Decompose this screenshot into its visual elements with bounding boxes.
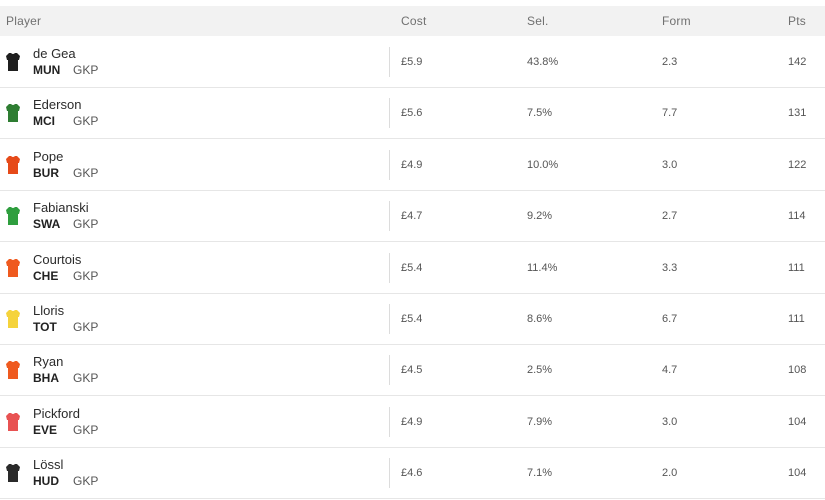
team-code: MUN xyxy=(33,63,61,77)
cost-value: £5.9 xyxy=(401,56,423,68)
player-name[interactable]: Fabianski xyxy=(33,200,89,216)
shirt-icon xyxy=(6,361,20,380)
table-row[interactable]: Lloris TOT GKP £5.4 8.6% 6.7 111 xyxy=(0,294,825,345)
cost-value: £5.4 xyxy=(401,313,423,325)
cost-value: £4.9 xyxy=(401,158,423,171)
points-value: 108 xyxy=(788,364,807,377)
shirt-icon xyxy=(6,464,20,483)
player-name[interactable]: Lössl xyxy=(33,457,64,473)
player-name[interactable]: de Gea xyxy=(33,46,76,61)
table-row[interactable]: Fabianski SWA GKP £4.7 9.2% 2.7 114 xyxy=(0,191,825,243)
points-value: 114 xyxy=(788,210,806,223)
position-label: GKP xyxy=(73,268,99,283)
header-points[interactable]: Pts xyxy=(788,14,806,28)
shirt-icon xyxy=(6,258,20,277)
team-code: EVE xyxy=(33,422,58,437)
selected-value: 2.5% xyxy=(527,364,553,377)
form-value: 2.3 xyxy=(662,56,678,68)
form-value: 6.7 xyxy=(662,313,678,325)
selected-value: 11.4% xyxy=(527,261,558,274)
position-label: GKP xyxy=(73,165,99,180)
column-divider xyxy=(389,98,390,129)
form-value: 3.0 xyxy=(662,158,678,171)
form-value: 3.3 xyxy=(662,261,678,274)
player-name[interactable]: Courtois xyxy=(33,251,82,267)
cost-value: £4.6 xyxy=(401,467,423,480)
points-value: 104 xyxy=(788,467,807,480)
player-name[interactable]: Ederson xyxy=(33,97,82,113)
team-code: TOT xyxy=(33,320,57,334)
table-row[interactable]: Pickford EVE GKP £4.9 7.9% 3.0 104 xyxy=(0,397,825,448)
position-label: GKP xyxy=(73,474,99,489)
column-divider xyxy=(389,406,390,437)
points-value: 111 xyxy=(788,313,805,325)
shirt-icon xyxy=(6,53,20,71)
points-value: 104 xyxy=(788,415,807,428)
player-name[interactable]: Lloris xyxy=(33,303,65,318)
header-cost[interactable]: Cost xyxy=(401,14,427,28)
selected-value: 10.0% xyxy=(527,158,559,171)
cost-value: £5.6 xyxy=(401,107,423,120)
form-value: 2.7 xyxy=(662,210,678,223)
shirt-icon xyxy=(6,310,20,328)
selected-value: 8.6% xyxy=(527,313,553,325)
column-divider xyxy=(389,304,390,334)
shirt-icon xyxy=(6,412,20,431)
column-divider xyxy=(389,149,390,180)
form-value: 2.0 xyxy=(662,467,678,480)
header-player[interactable]: Player xyxy=(6,14,42,28)
column-divider xyxy=(389,201,390,232)
cost-value: £4.7 xyxy=(401,210,423,223)
header-form[interactable]: Form xyxy=(662,14,691,28)
column-divider xyxy=(389,458,390,489)
team-code: CHE xyxy=(33,268,59,283)
cost-value: £5.4 xyxy=(401,261,423,274)
cost-value: £4.9 xyxy=(401,415,423,428)
selected-value: 7.5% xyxy=(527,107,553,120)
team-code: BHA xyxy=(33,371,59,386)
table-row[interactable]: Courtois CHE GKP £5.4 11.4% 3.3 111 xyxy=(0,243,825,294)
table-row[interactable]: Ryan BHA GKP £4.5 2.5% 4.7 108 xyxy=(0,345,825,397)
position-label: GKP xyxy=(73,217,99,232)
selected-value: 43.8% xyxy=(527,56,559,68)
form-value: 3.0 xyxy=(662,415,678,428)
position-label: GKP xyxy=(73,114,99,129)
column-divider xyxy=(389,47,390,77)
team-code: BUR xyxy=(33,165,59,180)
column-divider xyxy=(389,355,390,386)
table-row[interactable]: Lössl HUD GKP £4.6 7.1% 2.0 104 xyxy=(0,448,825,500)
form-value: 4.7 xyxy=(662,364,678,377)
team-code: MCI xyxy=(33,114,55,129)
selected-value: 7.1% xyxy=(527,467,553,480)
position-label: GKP xyxy=(73,320,99,334)
cost-value: £4.5 xyxy=(401,364,423,377)
position-label: GKP xyxy=(73,422,99,437)
table-header: Player Cost Sel. Form Pts xyxy=(0,6,825,36)
position-label: GKP xyxy=(73,371,99,386)
points-value: 111 xyxy=(788,261,805,274)
form-value: 7.7 xyxy=(662,107,678,120)
shirt-icon xyxy=(6,104,20,123)
player-name[interactable]: Pickford xyxy=(33,405,80,421)
column-divider xyxy=(389,252,390,283)
team-code: HUD xyxy=(33,474,59,489)
shirt-icon xyxy=(6,207,20,226)
position-label: GKP xyxy=(73,63,99,77)
player-name[interactable]: Ryan xyxy=(33,354,64,370)
shirt-icon xyxy=(6,155,20,174)
selected-value: 9.2% xyxy=(527,210,553,223)
points-value: 122 xyxy=(788,158,807,171)
team-code: SWA xyxy=(33,217,61,232)
player-name[interactable]: Pope xyxy=(33,148,64,164)
table-row[interactable]: Pope BUR GKP £4.9 10.0% 3.0 122 xyxy=(0,140,825,191)
table-row[interactable]: de Gea MUN GKP £5.9 43.8% 2.3 142 xyxy=(0,37,825,88)
points-value: 142 xyxy=(788,56,807,68)
selected-value: 7.9% xyxy=(527,415,553,428)
header-selected[interactable]: Sel. xyxy=(527,14,549,28)
points-value: 131 xyxy=(788,107,807,120)
table-row[interactable]: Ederson MCI GKP £5.6 7.5% 7.7 131 xyxy=(0,88,825,140)
